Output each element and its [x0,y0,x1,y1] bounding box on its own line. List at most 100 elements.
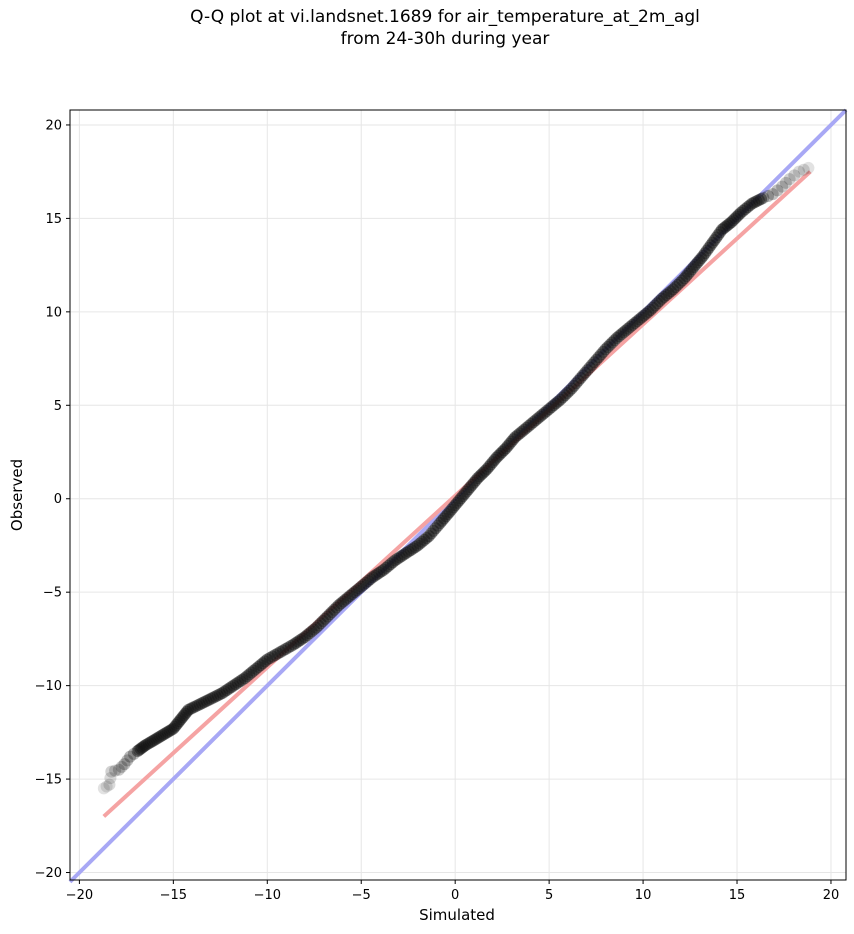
quantile-point [312,619,325,632]
quantile-point [637,309,650,322]
quantile-point [103,778,116,791]
quantile-point [576,369,589,382]
quantile-point [332,599,345,612]
quantile-point [146,734,159,747]
quantile-point [259,655,272,668]
quantile-point [635,311,648,324]
quantile-point [771,184,784,197]
quantile-point [710,231,723,244]
quantile-point [594,348,607,361]
quantile-point [144,736,157,749]
quantile-point [727,214,740,227]
quantile-point [547,399,560,412]
quantile-point [624,320,637,333]
quantile-point [649,299,662,312]
quantile-point [501,440,514,453]
quantile-point [664,285,677,298]
quantile-point [173,715,186,728]
quantile-point [626,318,639,331]
quantile-point [653,295,666,308]
chart-title-line2: from 24-30h during year [340,29,550,49]
quantile-point [170,718,183,731]
quantile-point [213,688,226,701]
quantile-point [368,569,381,582]
quantile-point [697,249,710,262]
quantile-point [250,662,263,675]
quantile-point [601,340,614,353]
quantile-point [422,530,435,543]
quantile-point [662,287,675,300]
quantile-point [118,758,131,771]
quantile-point [570,377,583,390]
quantile-point [640,307,653,320]
x-tick-label: 15 [729,888,746,903]
quantile-point [660,289,673,302]
quantile-point [157,728,170,741]
quantile-point [443,505,456,518]
quantile-point [755,192,768,205]
quantile-point [604,338,617,351]
quantile-point [136,741,149,754]
quantile-point [513,427,526,440]
quantile-point [355,580,368,593]
quantile-point [380,561,393,574]
quantile-point [445,503,458,516]
quantile-point [685,263,698,276]
y-tick-label: −5 [43,586,62,601]
quantile-point [191,699,204,712]
quantile-point [179,707,192,720]
quantile-point [200,694,213,707]
quantile-point [427,524,440,537]
quantile-point [494,447,507,460]
quantile-point [644,303,657,316]
quantile-point [361,574,374,587]
quantile-point [131,745,144,758]
quantile-point [565,382,578,395]
quantile-point [256,657,269,670]
quantile-point [161,725,174,738]
y-tick-label: 5 [54,399,62,414]
quantile-point [195,697,208,710]
quantile-point [700,244,713,257]
quantile-point [382,560,395,573]
quantile-point [606,336,619,349]
quantile-point [481,462,494,475]
quantile-point [507,433,520,446]
quantile-point [451,496,464,509]
quantile-point [133,743,146,756]
x-tick-label: 0 [451,888,459,903]
y-tick-label: −15 [35,773,62,788]
quantile-point [574,372,587,385]
quantile-point [505,435,518,448]
quantile-point [633,313,646,326]
quantile-point [240,670,253,683]
quantile-point [279,643,292,655]
quantile-point [617,326,630,339]
quantile-point [177,709,190,722]
quantile-point [721,219,734,232]
quantile-point [669,281,682,294]
quantile-point [561,386,574,399]
quantile-point [693,254,706,267]
quantile-point [316,614,329,627]
quantile-point [236,673,249,686]
quantile-point [558,389,571,402]
quantile-point [289,637,302,650]
quantile-point [802,161,815,174]
quantile-point [454,492,467,505]
y-axis-ticks: −20 −15 −10 −5 0 5 10 15 20 [35,118,70,881]
quantile-point [572,374,585,387]
quantile-point [154,730,167,743]
plot-frame [69,109,847,881]
x-axis-label: Simulated [419,906,495,924]
quantile-point [294,634,307,647]
quantile-point [220,684,233,697]
quantile-point [337,595,350,608]
quantile-point [384,558,397,571]
quantile-point [411,539,424,552]
quantile-point [254,659,267,672]
quantile-point [531,412,544,425]
quantile-point [628,317,641,330]
quantile-point [746,197,759,210]
quantile-point [124,750,137,763]
